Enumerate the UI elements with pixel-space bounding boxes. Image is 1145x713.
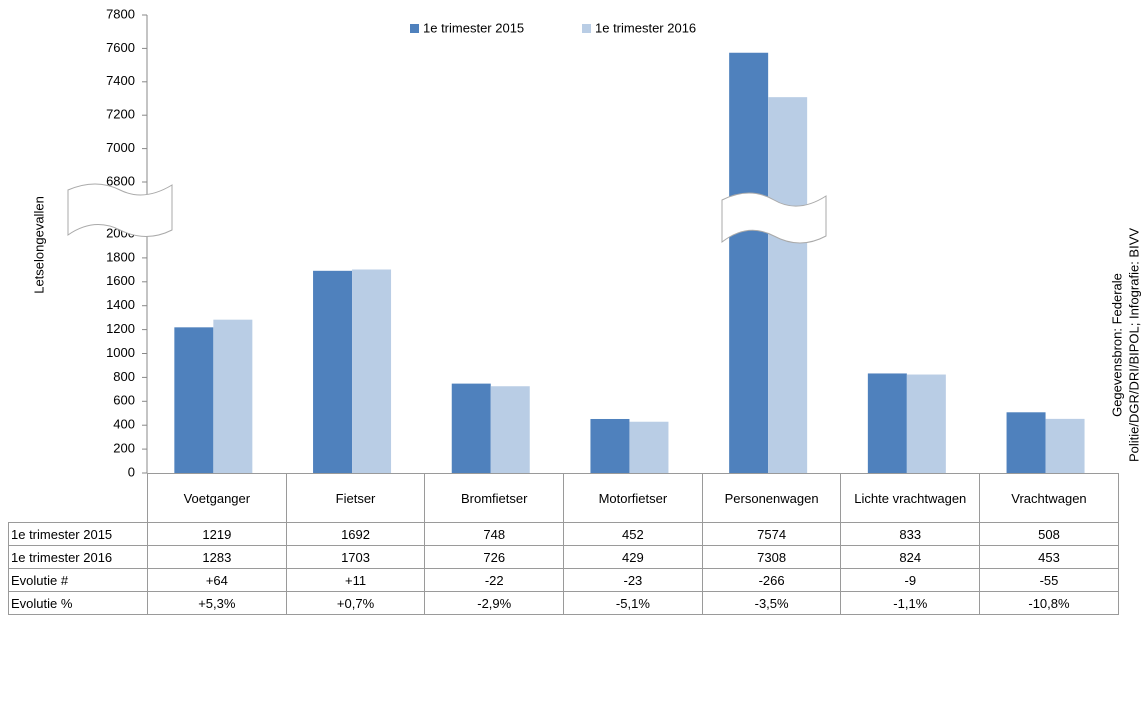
- table-cell: -5,1%: [563, 591, 703, 615]
- table-cell: 7308: [701, 545, 842, 569]
- category-label: Lichte vrachtwagen: [840, 473, 981, 523]
- table-cell: +11: [285, 568, 426, 592]
- bar: [213, 319, 253, 473]
- table-cell: -2,9%: [424, 591, 565, 615]
- table-cell: 726: [424, 545, 565, 569]
- legend-label: 1e trimester 2015: [423, 20, 524, 35]
- table-cell: 824: [840, 545, 981, 569]
- table-cell: -9: [840, 568, 981, 592]
- row-label: Evolutie %: [8, 591, 148, 615]
- data-table: Voetganger Fietser Bromfietser Motorfietser…: [8, 473, 1119, 615]
- category-label: Motorfietser: [563, 473, 703, 523]
- y-tick-label: 7400: [106, 73, 135, 88]
- y-tick-label: 1200: [106, 321, 135, 336]
- table-row: 1e trimester 2015 1219 1692 748 452 7574 833 50…: [8, 522, 1119, 546]
- table-cell: 7574: [701, 522, 842, 546]
- source: Politie/DGR/DRI/BIPOL; Infografie: BIVV: [1126, 228, 1141, 462]
- table-cell: -23: [563, 568, 703, 592]
- bar: [906, 374, 946, 473]
- row-label: 1e trimester 2015: [8, 522, 148, 546]
- bar: [174, 327, 214, 473]
- table-row: Evolutie % +5,3% +0,7% -2,9% -5,1% -3,5% -1,1%…: [8, 591, 1119, 615]
- y-tick-label: 1000: [106, 345, 135, 360]
- legend-label: 1e trimester 2016: [595, 20, 696, 35]
- bar: [490, 386, 530, 473]
- bar: [1045, 418, 1085, 473]
- y-tick-label: 7800: [106, 6, 135, 21]
- table-cell: 429: [563, 545, 703, 569]
- bar: [729, 52, 769, 473]
- legend-swatch: [410, 24, 419, 33]
- category-label: Bromfietser: [424, 473, 565, 523]
- table-header: Voetganger Fietser Bromfietser Motorfietser…: [8, 473, 1119, 523]
- bar: [867, 373, 907, 473]
- bar: [629, 421, 669, 473]
- bar: [768, 97, 808, 473]
- axis-break: [721, 192, 827, 244]
- axis-break: [67, 183, 173, 237]
- table-cell: 508: [979, 522, 1119, 546]
- table-cell: +64: [147, 568, 287, 592]
- table-cell: -266: [701, 568, 842, 592]
- table-cell: -22: [424, 568, 565, 592]
- bar: [451, 383, 491, 473]
- table-cell: 452: [563, 522, 703, 546]
- y-tick-label: 1400: [106, 297, 135, 312]
- y-tick-label: 7600: [106, 40, 135, 55]
- table-row: Evolutie # +64 +11 -22 -23 -266 -9 -55: [8, 568, 1119, 592]
- y-tick-label: 7200: [106, 107, 135, 122]
- bar: [590, 418, 630, 473]
- table-cell: 1692: [285, 522, 426, 546]
- table-row: 1e trimester 2016 1283 1703 726 429 7308 824 45…: [8, 545, 1119, 569]
- y-tick-label: 0: [128, 464, 135, 479]
- y-axis-label: Letselongevallen: [31, 196, 46, 294]
- source: Gegevensbron: Federale: [1109, 273, 1124, 417]
- table-cell: -3,5%: [701, 591, 842, 615]
- category-label: Voetganger: [147, 473, 287, 523]
- row-label: Evolutie #: [8, 568, 148, 592]
- row-label: 1e trimester 2016: [8, 545, 148, 569]
- plot: 0200400600800100012001400160018002000680…: [106, 6, 1085, 479]
- table-cell: -1,1%: [840, 591, 981, 615]
- table-cell: 1219: [147, 522, 287, 546]
- category-label: Vrachtwagen: [979, 473, 1119, 523]
- y-tick-label: 1800: [106, 249, 135, 264]
- y-tick-label: 7000: [106, 140, 135, 155]
- table-cell: -10,8%: [979, 591, 1119, 615]
- table-cell: 1703: [285, 545, 426, 569]
- table-cell: 833: [840, 522, 981, 546]
- legend-swatch: [582, 24, 591, 33]
- table-cell: 1283: [147, 545, 287, 569]
- y-tick-label: 1600: [106, 273, 135, 288]
- table-cell: +5,3%: [147, 591, 287, 615]
- y-tick-label: 200: [113, 441, 135, 456]
- table-cell: +0,7%: [285, 591, 426, 615]
- table-cell: 453: [979, 545, 1119, 569]
- bar: [1006, 412, 1046, 473]
- y-tick-label: 6800: [106, 173, 135, 188]
- y-tick-label: 600: [113, 393, 135, 408]
- table-cell: -55: [979, 568, 1119, 592]
- table-cell: 748: [424, 522, 565, 546]
- category-label: Personenwagen: [701, 473, 842, 523]
- y-tick-label: 800: [113, 369, 135, 384]
- category-label: Fietser: [285, 473, 426, 523]
- y-tick-label: 400: [113, 417, 135, 432]
- table-cell: [8, 473, 148, 523]
- bar: [352, 269, 392, 473]
- bar: [313, 270, 353, 473]
